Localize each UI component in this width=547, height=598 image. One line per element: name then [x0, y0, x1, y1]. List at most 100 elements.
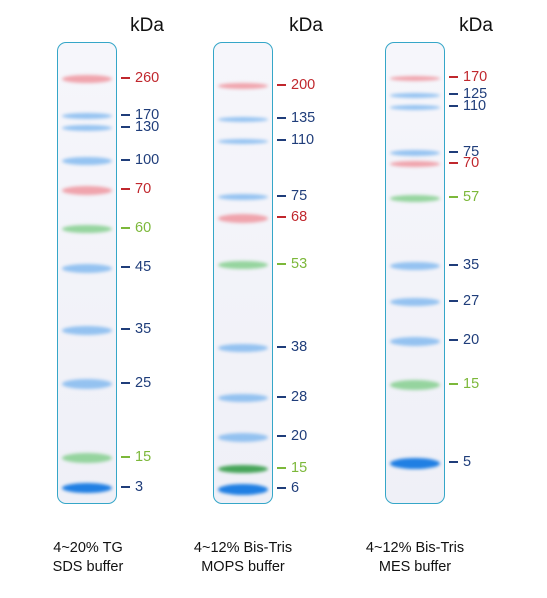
marker-tick	[277, 195, 286, 197]
unit-label-kda: kDa	[289, 15, 323, 36]
gel-band	[390, 336, 440, 346]
marker-label: 38	[291, 339, 308, 355]
marker-tick	[277, 216, 286, 218]
marker-label: 260	[135, 70, 160, 86]
marker-tick	[121, 328, 130, 330]
marker-label: 15	[463, 376, 480, 392]
gel-band	[218, 261, 268, 269]
marker-label: 53	[291, 256, 308, 272]
marker-tick	[121, 266, 130, 268]
gel-band	[390, 457, 440, 469]
marker-tick	[277, 84, 286, 86]
marker-label: 5	[463, 454, 472, 470]
marker-label: 75	[291, 188, 308, 204]
marker-label: 25	[135, 375, 152, 391]
marker-tick	[121, 456, 130, 458]
gel-caption-bistris-mops: 4~12% Bis-Tris MOPS buffer	[163, 539, 323, 577]
caption-line: 4~12% Bis-Tris	[193, 540, 293, 556]
marker-label: 28	[291, 389, 308, 405]
unit-label-kda: kDa	[130, 15, 164, 36]
gel-band	[218, 344, 268, 352]
gel-band	[62, 483, 112, 493]
gel-band	[62, 453, 112, 463]
marker-tick	[449, 76, 458, 78]
marker-tick	[277, 487, 286, 489]
marker-tick	[449, 93, 458, 95]
marker-tick	[121, 188, 130, 190]
marker-label: 110	[291, 132, 315, 148]
marker-label: 45	[135, 259, 152, 275]
gel-band	[218, 83, 268, 89]
gel-band	[62, 125, 112, 131]
gel-band	[218, 213, 268, 223]
unit-label-kda: kDa	[459, 15, 493, 36]
marker-tick	[277, 263, 286, 265]
gel-band	[390, 298, 440, 306]
marker-tick	[121, 77, 130, 79]
gel-band	[62, 225, 112, 233]
marker-label: 15	[135, 449, 152, 465]
marker-label: 68	[291, 209, 308, 225]
marker-label: 70	[463, 155, 480, 171]
marker-label: 20	[463, 332, 480, 348]
marker-label: 200	[291, 77, 316, 93]
gel-caption-tg-sds: 4~20% TG SDS buffer	[8, 539, 168, 577]
marker-label: 35	[463, 257, 480, 273]
marker-tick	[121, 227, 130, 229]
gel-band	[390, 92, 440, 98]
marker-label: 170	[135, 107, 160, 123]
marker-tick	[277, 467, 286, 469]
gel-band	[62, 113, 112, 119]
marker-tick	[277, 117, 286, 119]
marker-label: 75	[463, 144, 480, 160]
gel-band	[218, 483, 268, 495]
marker-tick	[121, 126, 130, 128]
marker-tick	[449, 300, 458, 302]
gel-band	[62, 379, 112, 389]
marker-tick	[449, 339, 458, 341]
marker-tick	[277, 346, 286, 348]
marker-label: 135	[291, 110, 316, 126]
gel-band	[390, 194, 440, 202]
marker-label: 35	[135, 321, 152, 337]
marker-tick	[449, 461, 458, 463]
marker-label: 170	[463, 69, 488, 85]
marker-tick	[121, 159, 130, 161]
marker-tick	[449, 196, 458, 198]
marker-tick	[277, 435, 286, 437]
marker-label: 60	[135, 220, 152, 236]
marker-label: 110	[463, 98, 487, 114]
gel-band	[218, 394, 268, 402]
caption-line: SDS buffer	[52, 559, 124, 575]
gel-band	[218, 432, 268, 442]
marker-tick	[121, 382, 130, 384]
marker-tick	[121, 114, 130, 116]
marker-tick	[449, 162, 458, 164]
gel-band	[218, 138, 268, 144]
gel-band	[390, 104, 440, 110]
gel-lane-bistris-mops	[213, 42, 273, 504]
gel-band	[218, 194, 268, 200]
caption-line: MES buffer	[378, 559, 452, 575]
marker-tick	[449, 264, 458, 266]
marker-label: 125	[463, 86, 488, 102]
gel-band	[62, 75, 112, 83]
caption-line: 4~12% Bis-Tris	[365, 540, 465, 556]
gel-band	[390, 380, 440, 390]
gel-band	[390, 150, 440, 156]
marker-tick	[449, 105, 458, 107]
marker-label: 100	[135, 152, 160, 168]
marker-tick	[449, 151, 458, 153]
gel-band	[390, 161, 440, 167]
marker-tick	[449, 383, 458, 385]
gel-band	[62, 157, 112, 165]
gel-band	[62, 263, 112, 273]
marker-tick	[277, 139, 286, 141]
marker-label: 130	[135, 119, 160, 135]
gel-lane-tg-sds	[57, 42, 117, 504]
marker-label: 57	[463, 189, 480, 205]
gel-band	[62, 185, 112, 195]
caption-line: MOPS buffer	[201, 559, 285, 575]
marker-label: 70	[135, 181, 152, 197]
gel-band	[390, 262, 440, 270]
